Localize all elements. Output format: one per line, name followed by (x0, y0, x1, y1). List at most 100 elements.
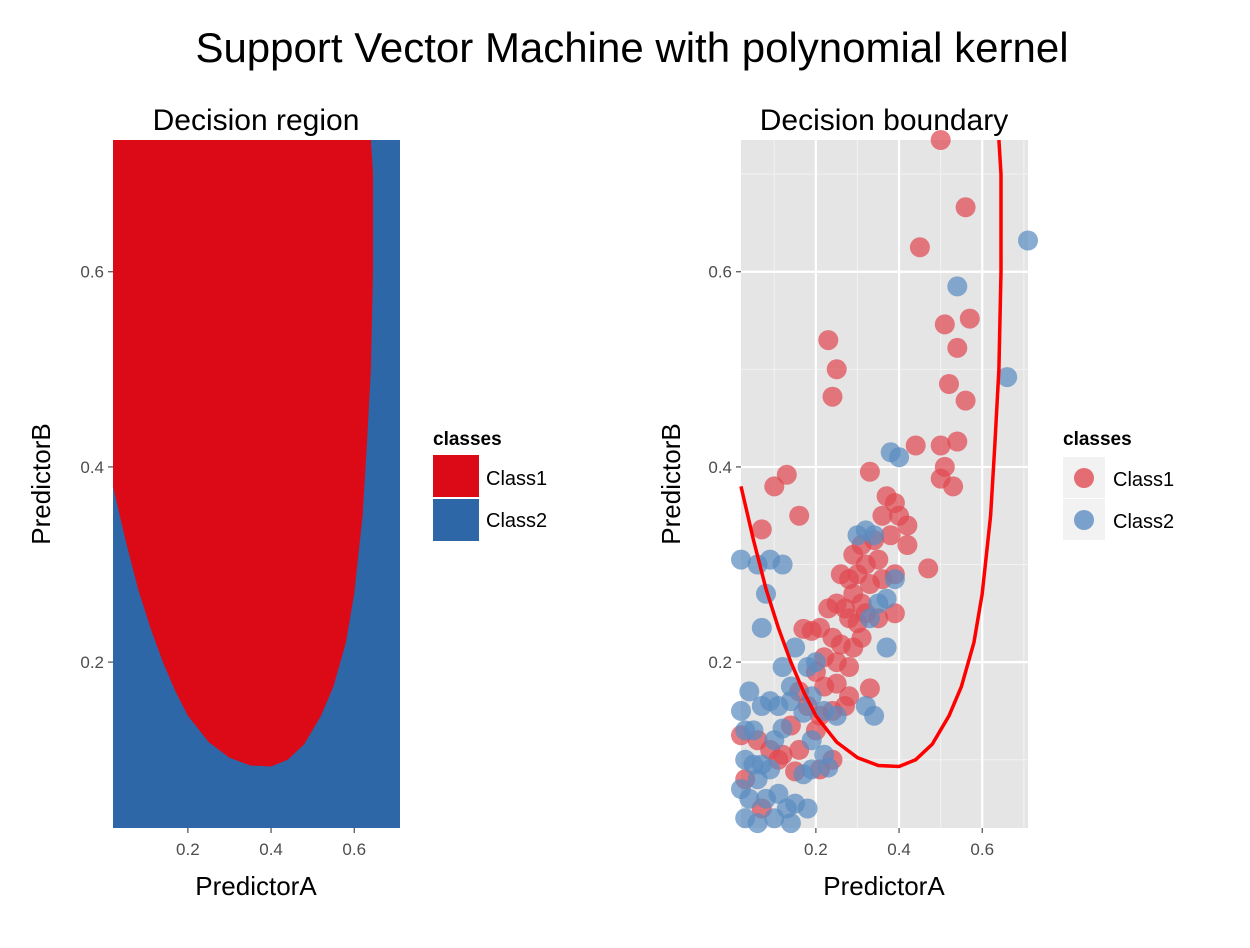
point-class1 (764, 476, 785, 497)
legend-label-class2: Class2 (1113, 511, 1174, 533)
point-class1 (826, 359, 847, 380)
point-class1 (789, 505, 810, 526)
y-axis-title: PredictorB (26, 423, 56, 544)
point-class2 (780, 813, 801, 834)
boundary-x-tick-label: 0.4 (887, 840, 911, 859)
point-class1 (793, 618, 814, 639)
point-class1 (943, 476, 964, 497)
point-class2 (818, 757, 839, 778)
point-class1 (851, 627, 872, 648)
point-class2 (826, 705, 847, 726)
gridlines (741, 140, 1028, 828)
point-class2 (780, 676, 801, 697)
point-class1 (884, 603, 905, 624)
figure-title: Support Vector Machine with polynomial k… (195, 24, 1068, 71)
point-class2 (797, 798, 818, 819)
region-x-tick-label: 0.4 (259, 840, 283, 859)
decision-boundary-panel: Decision boundary 0.2 0.4 0.6 0.2 0.4 0.6 Pr… (656, 104, 1038, 901)
point-class2 (764, 808, 785, 829)
y-axis-ticks: 0.2 0.4 0.6 (80, 263, 113, 672)
y-axis-title: PredictorB (656, 423, 686, 544)
boundary-y-tick-label: 0.6 (708, 263, 732, 282)
point-class1 (776, 464, 797, 485)
point-class2 (864, 705, 885, 726)
region-x-tick-label: 0.6 (342, 840, 366, 859)
legend-key-class2 (433, 499, 479, 541)
point-class1 (897, 515, 918, 536)
point-class1 (830, 564, 851, 585)
point-class2 (997, 367, 1018, 388)
point-class1 (818, 598, 839, 619)
point-class2 (772, 554, 793, 575)
region-y-tick-label: 0.2 (80, 653, 104, 672)
x-axis-title: PredictorA (823, 871, 945, 901)
point-class1 (918, 558, 939, 579)
boundary-y-tick-label: 0.4 (708, 458, 732, 477)
point-class1 (839, 657, 860, 677)
point-class1 (897, 535, 918, 555)
point-class2 (751, 696, 772, 716)
region-y-tick-label: 0.4 (80, 458, 104, 477)
point-class2 (884, 569, 905, 590)
point-class2 (876, 637, 897, 658)
point-class2 (739, 788, 760, 809)
boundary-x-tick-label: 0.6 (970, 840, 994, 859)
point-class2 (805, 652, 826, 673)
legend-decision-boundary: classes Class1 Class2 (1063, 429, 1174, 540)
point-class1 (880, 525, 901, 546)
point-class1 (930, 435, 951, 456)
point-class2 (847, 525, 868, 546)
point-class2 (864, 525, 885, 546)
point-class2 (889, 447, 910, 468)
point-class2 (868, 593, 889, 614)
x-axis-ticks: 0.2 0.4 0.6 (804, 828, 994, 859)
boundary-y-tick-label: 0.2 (708, 653, 732, 672)
point-class2 (947, 276, 968, 297)
point-class1 (934, 314, 955, 335)
decision-region-panel: Decision region 0.2 0.4 0.6 0.2 0.4 0.6 Pred… (26, 104, 400, 901)
point-class1 (959, 308, 980, 329)
panel-title-decision-boundary: Decision boundary (760, 104, 1008, 137)
legend-label-class2: Class2 (486, 510, 547, 532)
point-class1 (905, 435, 926, 456)
point-class1 (818, 330, 839, 351)
point-class1 (947, 337, 968, 358)
panel-title-decision-region: Decision region (153, 104, 360, 137)
legend-label-class1: Class1 (1113, 469, 1174, 491)
point-class1 (909, 237, 930, 258)
legend-key-class1 (1074, 468, 1094, 488)
legend-title: classes (1063, 429, 1132, 450)
legend-title: classes (433, 429, 502, 450)
point-class1 (868, 549, 889, 570)
y-axis-ticks: 0.2 0.4 0.6 (708, 263, 741, 672)
point-class1 (859, 461, 880, 482)
point-class1 (751, 519, 772, 540)
point-class2 (731, 549, 751, 570)
legend-key-class1 (433, 455, 479, 497)
point-class1 (955, 390, 976, 411)
class1-region (113, 140, 373, 767)
point-class1 (947, 431, 968, 452)
point-class2 (772, 718, 793, 739)
point-class1 (826, 673, 847, 694)
point-class2 (747, 813, 768, 834)
point-class1 (939, 374, 959, 394)
point-class1 (872, 505, 893, 526)
point-class2 (785, 637, 806, 658)
point-class2 (772, 657, 793, 677)
point-class2 (747, 769, 768, 790)
x-axis-title: PredictorA (195, 871, 317, 901)
point-class2 (731, 700, 751, 721)
point-class1 (930, 130, 951, 150)
legend-key-class2 (1074, 510, 1094, 530)
point-class2 (743, 720, 764, 741)
legend-decision-region: classes Class1 Class2 (433, 429, 547, 541)
point-class2 (780, 691, 801, 712)
point-class2 (739, 681, 760, 702)
decision-boundary-line (739, 139, 1003, 769)
point-class2 (859, 608, 880, 629)
point-class1 (822, 386, 843, 407)
point-class2 (793, 702, 814, 723)
point-class2 (1018, 230, 1038, 251)
